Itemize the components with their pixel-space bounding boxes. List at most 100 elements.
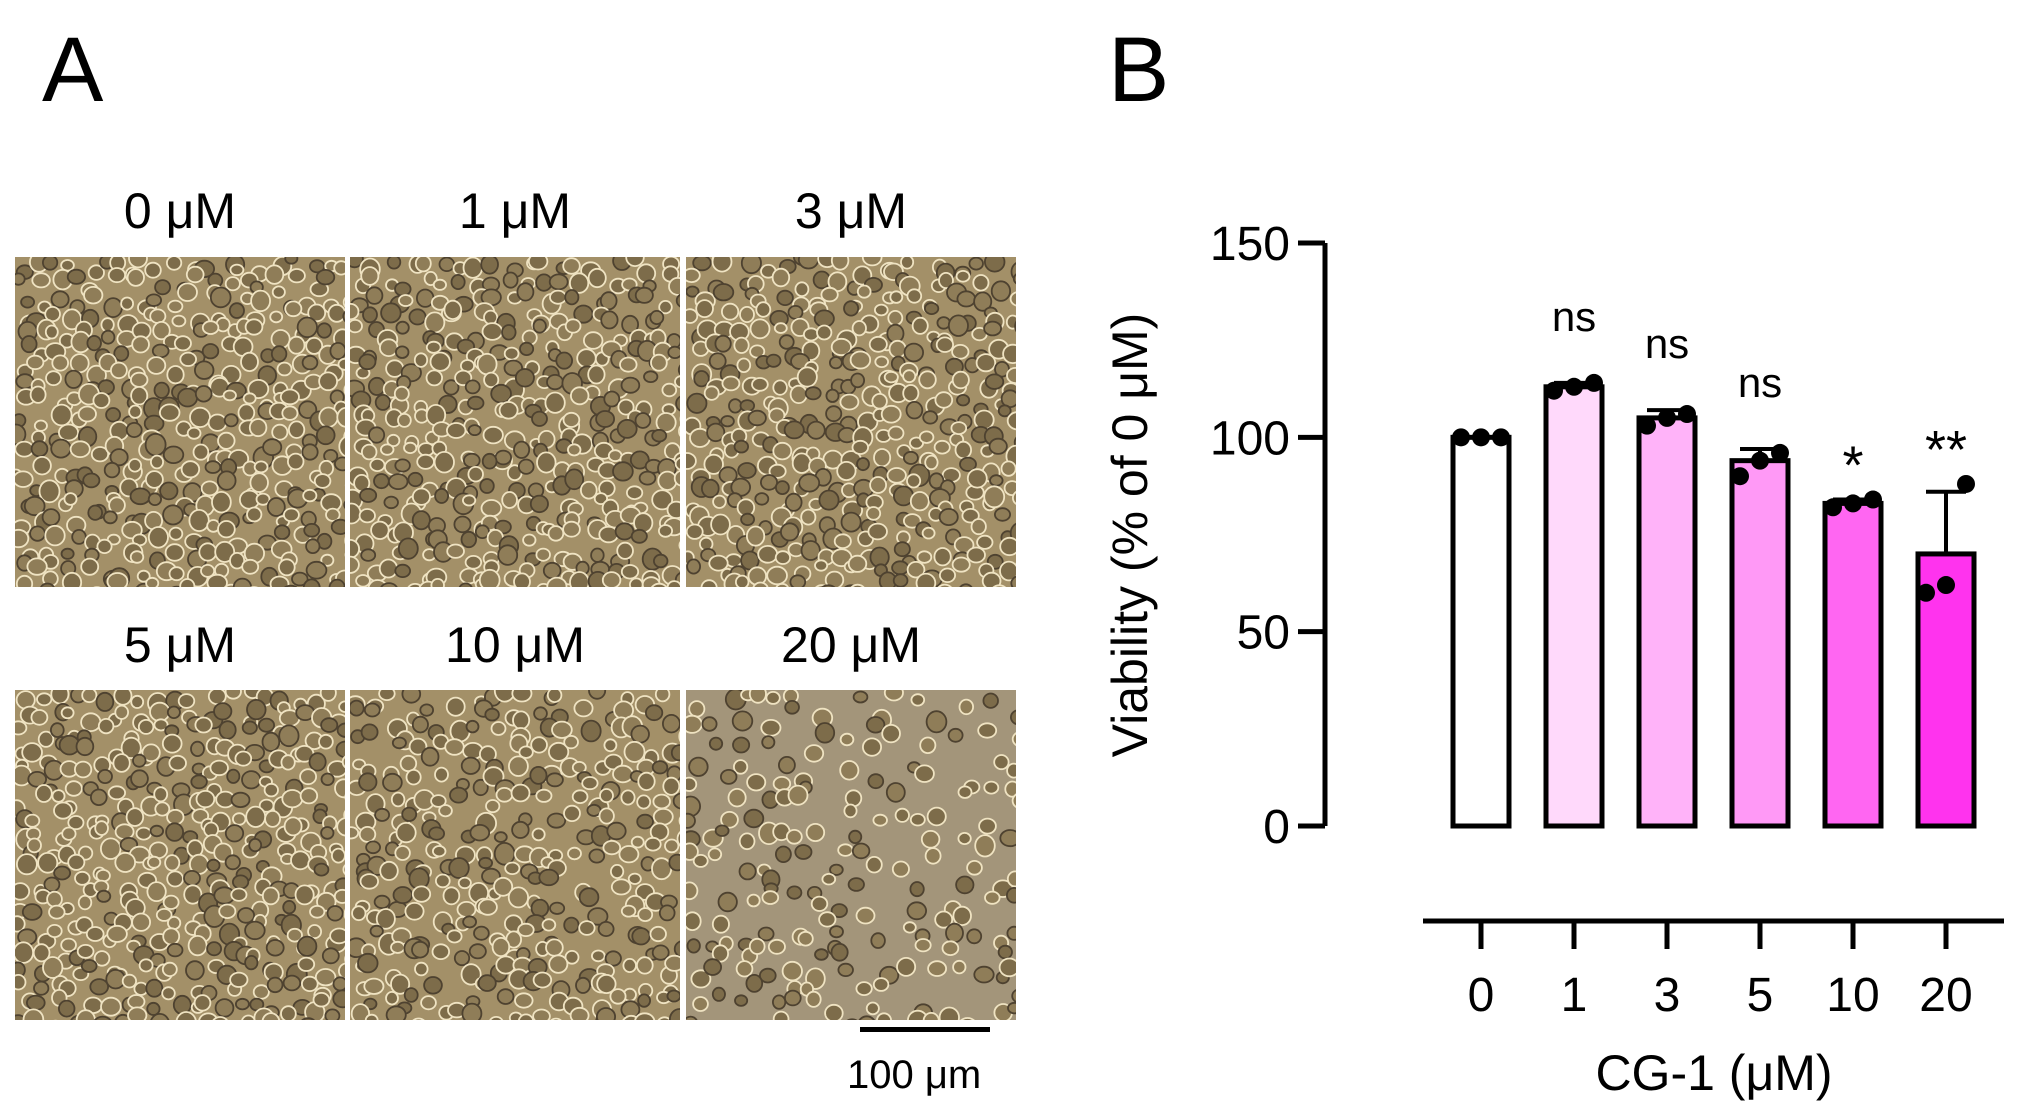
cell bbox=[768, 463, 787, 479]
cell bbox=[298, 400, 318, 420]
cell bbox=[50, 690, 70, 705]
cell bbox=[26, 354, 45, 371]
cell bbox=[708, 736, 724, 751]
cell bbox=[365, 840, 382, 855]
cell bbox=[179, 351, 198, 367]
cell bbox=[305, 538, 321, 555]
cell bbox=[67, 815, 85, 831]
cell bbox=[784, 492, 803, 512]
cell bbox=[185, 265, 205, 284]
cell bbox=[42, 956, 64, 979]
cell bbox=[563, 804, 581, 823]
cell bbox=[24, 813, 41, 828]
cell bbox=[397, 412, 412, 428]
cell bbox=[283, 816, 303, 837]
cell bbox=[49, 722, 65, 738]
cell bbox=[132, 753, 147, 768]
cell bbox=[327, 303, 345, 323]
cell bbox=[900, 257, 915, 270]
cell bbox=[733, 439, 750, 454]
cell bbox=[850, 372, 866, 389]
panel-b-letter: B bbox=[1108, 19, 1170, 121]
cell bbox=[343, 500, 345, 510]
cell bbox=[430, 578, 445, 587]
cell bbox=[892, 573, 909, 587]
cell bbox=[856, 284, 872, 299]
cell bbox=[894, 807, 910, 823]
cell bbox=[616, 541, 634, 560]
significance-label: ** bbox=[1925, 420, 1967, 480]
cell bbox=[903, 513, 922, 529]
cell bbox=[548, 741, 570, 762]
cell bbox=[397, 537, 419, 560]
cell bbox=[270, 345, 288, 363]
cell bbox=[478, 568, 501, 587]
cell bbox=[580, 480, 598, 500]
cell bbox=[62, 308, 83, 331]
cell bbox=[411, 510, 431, 531]
cell bbox=[586, 803, 602, 817]
significance-label: ns bbox=[1645, 320, 1689, 367]
cell bbox=[513, 440, 531, 459]
cell bbox=[530, 736, 548, 754]
cell bbox=[153, 786, 169, 803]
cell bbox=[970, 518, 987, 536]
cell bbox=[23, 495, 46, 517]
cell bbox=[686, 267, 701, 283]
cell bbox=[497, 544, 519, 566]
cell bbox=[193, 360, 215, 380]
cell bbox=[166, 257, 183, 271]
cell bbox=[217, 520, 236, 539]
cell bbox=[58, 999, 76, 1018]
cell bbox=[75, 736, 95, 757]
cell bbox=[983, 320, 1003, 337]
cell bbox=[360, 723, 379, 741]
cell bbox=[162, 894, 180, 910]
cell bbox=[816, 324, 833, 341]
cell bbox=[803, 744, 825, 763]
cell bbox=[408, 737, 428, 756]
cell bbox=[15, 470, 34, 488]
data-point bbox=[1957, 474, 1975, 493]
cell bbox=[435, 873, 451, 889]
cell bbox=[933, 439, 951, 455]
cell bbox=[398, 294, 414, 307]
cell bbox=[472, 778, 489, 797]
cell bbox=[1003, 480, 1016, 496]
cell bbox=[1006, 870, 1016, 888]
cell bbox=[66, 268, 87, 285]
cell bbox=[650, 582, 668, 587]
cell bbox=[772, 379, 788, 396]
cell bbox=[847, 877, 865, 892]
cell bbox=[477, 974, 497, 992]
cell bbox=[343, 809, 345, 821]
cell bbox=[308, 752, 327, 772]
cell bbox=[15, 974, 27, 991]
cell bbox=[423, 976, 443, 995]
cell bbox=[855, 981, 873, 997]
cell bbox=[865, 506, 882, 521]
cell bbox=[342, 864, 345, 876]
cell bbox=[701, 716, 718, 732]
cell bbox=[664, 838, 680, 854]
cell bbox=[296, 935, 318, 957]
cell bbox=[571, 789, 589, 804]
cell bbox=[162, 504, 184, 526]
cell bbox=[743, 808, 765, 829]
cell bbox=[166, 942, 184, 958]
cell bbox=[593, 492, 608, 506]
cell bbox=[966, 546, 986, 564]
cell bbox=[105, 407, 121, 423]
cell bbox=[277, 558, 296, 577]
cell bbox=[745, 973, 764, 993]
cell bbox=[992, 584, 1007, 587]
cell bbox=[712, 494, 727, 509]
cell bbox=[15, 720, 28, 736]
cell bbox=[649, 310, 665, 326]
cell bbox=[727, 787, 747, 808]
cell bbox=[244, 954, 259, 971]
cell bbox=[350, 257, 364, 269]
cell bbox=[919, 736, 937, 755]
cell bbox=[768, 407, 786, 424]
